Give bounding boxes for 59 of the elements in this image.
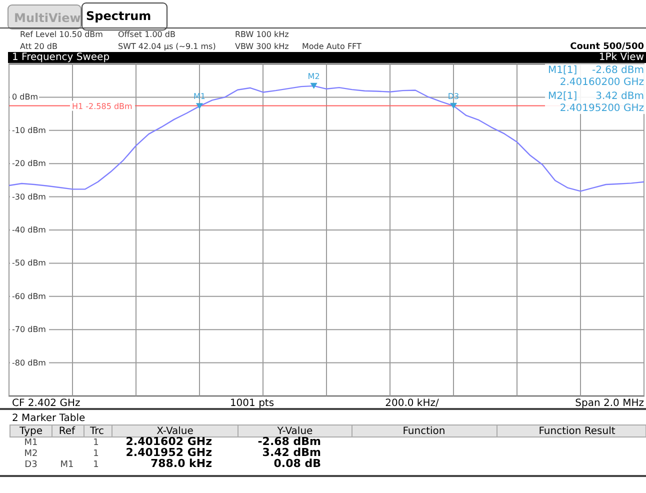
data-label: M2 [308, 72, 320, 81]
y-tick-label: -50 dBm [12, 258, 46, 268]
annotation: -2.68 dBm [592, 65, 644, 76]
text: Att 20 dB [20, 42, 58, 51]
text: 0.08 dB [274, 457, 321, 470]
point [450, 102, 457, 109]
annotation: M1[1] [548, 65, 578, 76]
y-tick-label: -80 dBm [12, 358, 46, 368]
text: Trc [88, 426, 104, 437]
y-tick-label: -10 dBm [12, 126, 46, 135]
y-tick-label: -40 dBm [12, 226, 46, 234]
text: 788.0 kHz [150, 457, 212, 470]
point [196, 103, 203, 110]
y-tick-label: -30 dBm [12, 192, 46, 202]
text: X-Value [156, 426, 194, 437]
text: 1 [93, 449, 99, 459]
text: Y-Value [276, 426, 313, 437]
text: SWT 42.04 µs (~9.1 ms) [118, 42, 216, 51]
y-tick-label: 0 dBm [12, 92, 38, 102]
text: Span 2.0 MHz [575, 398, 644, 409]
text: Function [402, 426, 446, 437]
y-tick-label: -60 dBm [12, 292, 46, 301]
text: 2 Marker Table [12, 413, 86, 424]
text: M1 [24, 438, 38, 448]
text: Function Result [538, 426, 616, 437]
text: Mode Auto FFT [302, 42, 362, 51]
annotation: M2[1] [548, 91, 578, 102]
data-label: M1 [194, 92, 206, 102]
ref-line-label: H1 -2.585 dBm [72, 102, 133, 111]
text: VBW 300 kHz [235, 42, 289, 51]
text: RBW 100 kHz [235, 30, 289, 39]
text: CF 2.402 GHz [12, 398, 80, 409]
text: -2.68 dBm [258, 435, 321, 448]
point [310, 82, 318, 89]
text: Type [18, 426, 42, 437]
y-tick-label: -70 dBm [12, 325, 46, 334]
y-tick-label: -20 dBm [12, 159, 46, 168]
text: Offset 1.00 dB [118, 30, 176, 39]
text: 1 [93, 438, 99, 448]
text: Ref Level 10.50 dBm [20, 30, 104, 39]
text: 1Pk View [598, 52, 644, 63]
annotation: 2.40160200 GHz [560, 77, 644, 88]
text: 2.401602 GHz [126, 435, 212, 448]
text: 1001 pts [230, 398, 274, 409]
text: Spectrum [86, 9, 152, 23]
text: 2.401952 GHz [126, 446, 212, 459]
text: 1 Frequency Sweep [12, 52, 110, 63]
text: M1 [60, 460, 74, 470]
text: 1 [93, 460, 99, 470]
text: MultiView [14, 11, 81, 25]
annotation: 3.42 dBm [596, 91, 644, 102]
annotation: 2.40195200 GHz [560, 103, 644, 114]
text: D3 [24, 460, 38, 470]
text: M2 [24, 449, 38, 459]
data-label: D3 [448, 92, 460, 101]
text: Count 500/500 [570, 42, 644, 52]
text: 200.0 kHz/ [385, 398, 440, 409]
text: Ref [58, 426, 76, 437]
text: 3.42 dBm [262, 446, 321, 459]
